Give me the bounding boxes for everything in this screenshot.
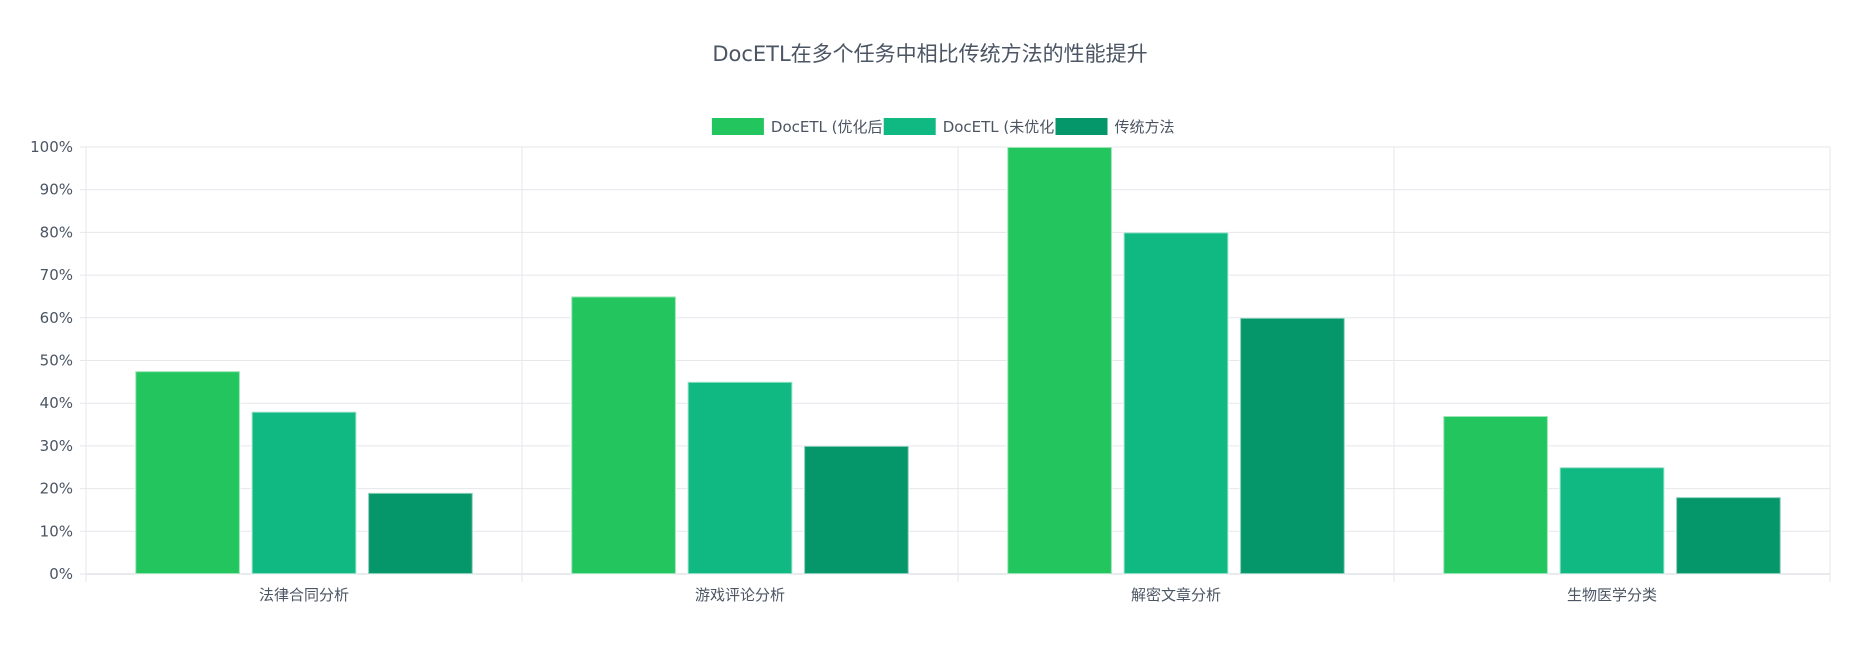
- bar[interactable]: [1442, 415, 1549, 576]
- legend-swatch[interactable]: [1055, 118, 1108, 135]
- bar[interactable]: [570, 295, 677, 575]
- bar[interactable]: [1675, 496, 1782, 576]
- y-tick-label: 40%: [40, 394, 73, 412]
- legend-swatch[interactable]: [883, 118, 936, 135]
- bar[interactable]: [1122, 231, 1230, 575]
- x-tick-label: 游戏评论分析: [695, 586, 785, 604]
- y-tick-label: 50%: [40, 352, 73, 370]
- x-tick-label: 解密文章分析: [1131, 586, 1221, 604]
- chart-title: DocETL在多个任务中相比传统方法的性能提升: [712, 42, 1148, 66]
- bar[interactable]: [1006, 146, 1113, 575]
- y-tick-label: 70%: [40, 266, 73, 284]
- x-tick-label: 生物医学分类: [1567, 586, 1657, 604]
- y-tick-label: 80%: [40, 223, 73, 241]
- y-tick-label: 100%: [30, 138, 73, 156]
- y-tick-label: 20%: [40, 480, 73, 498]
- y-tick-label: 60%: [40, 309, 73, 327]
- legend-label[interactable]: 传统方法: [1115, 118, 1175, 136]
- legend-label[interactable]: DocETL (优化后): [771, 118, 888, 136]
- bar[interactable]: [803, 444, 910, 575]
- y-tick-label: 0%: [49, 565, 73, 583]
- legend-label[interactable]: DocETL (未优化): [943, 118, 1060, 136]
- y-tick-label: 90%: [40, 181, 73, 199]
- bar[interactable]: [1558, 466, 1666, 575]
- bar[interactable]: [134, 370, 241, 575]
- y-tick-label: 30%: [40, 437, 73, 455]
- bar[interactable]: [250, 410, 358, 575]
- bar[interactable]: [1239, 316, 1346, 575]
- legend-swatch[interactable]: [711, 118, 764, 135]
- bar[interactable]: [367, 491, 474, 575]
- bar[interactable]: [686, 380, 794, 575]
- x-tick-label: 法律合同分析: [259, 586, 349, 604]
- y-tick-label: 10%: [40, 522, 73, 540]
